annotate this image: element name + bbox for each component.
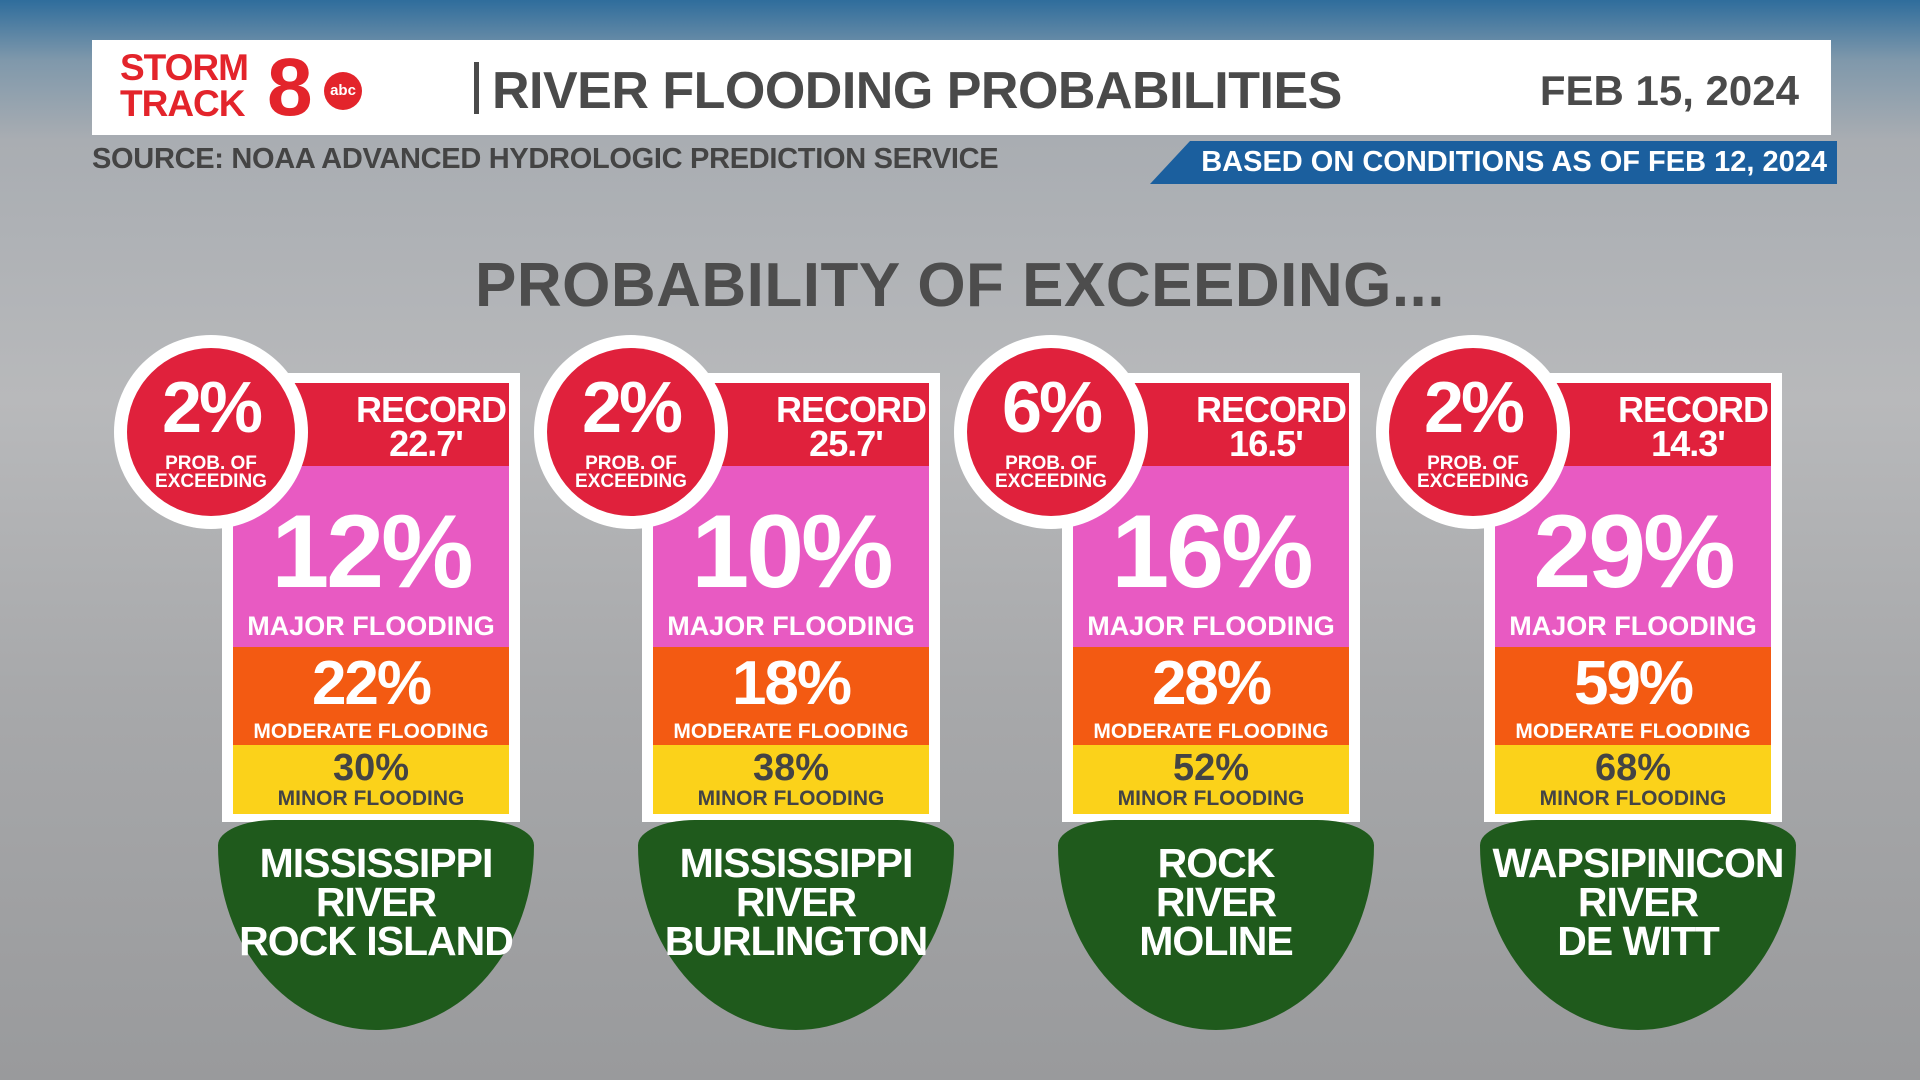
minor-label: MINOR FLOODING (1539, 787, 1727, 810)
badge-label: PROB. OF (1427, 453, 1519, 474)
record-label: RECORD (776, 389, 927, 430)
record-value: 22.7' (389, 423, 464, 464)
separator (474, 62, 479, 114)
minor-value: 52% (1172, 747, 1250, 789)
header-bar: STORM TRACK 8 abc RIVER FLOODING PROBABI… (92, 40, 1831, 135)
source: SOURCE: NOAA ADVANCED HYDROLOGIC PREDICT… (92, 143, 999, 175)
badge-value: 2% (1423, 368, 1525, 448)
location-line: RIVER (315, 879, 437, 925)
badge (127, 348, 295, 516)
minor-band (653, 745, 929, 814)
heading: PROBABILITY OF EXCEEDING... (474, 251, 1446, 320)
moderate-label: MODERATE FLOODING (253, 720, 489, 743)
moderate-value: 22% (311, 649, 432, 718)
record-value: 16.5' (1229, 423, 1304, 464)
record-label: RECORD (1618, 389, 1769, 430)
badge-value: 2% (581, 368, 683, 448)
date: FEB 15, 2024 (1539, 67, 1799, 114)
record-value: 25.7' (809, 423, 884, 464)
moderate-value: 59% (1573, 649, 1694, 718)
logo-track: TRACK (120, 83, 245, 124)
record-value: 14.3' (1651, 423, 1726, 464)
location-line: RIVER (735, 879, 857, 925)
badge-value: 2% (161, 368, 263, 448)
location-line: RIVER (1155, 879, 1277, 925)
minor-label: MINOR FLOODING (277, 787, 465, 810)
logo-network: abc (324, 72, 362, 110)
location-line: BURLINGTON (664, 918, 929, 964)
moderate-band (1073, 647, 1349, 745)
badge (967, 348, 1135, 516)
logo-storm: STORM (120, 47, 249, 88)
minor-value: 38% (752, 747, 830, 789)
badge-label: EXCEEDING (1417, 471, 1529, 492)
moderate-band (1495, 647, 1771, 745)
major-label: MAJOR FLOODING (1087, 611, 1335, 641)
major-label: MAJOR FLOODING (247, 611, 495, 641)
major-label: MAJOR FLOODING (1509, 611, 1757, 641)
minor-label: MINOR FLOODING (1117, 787, 1305, 810)
major-label: MAJOR FLOODING (667, 611, 915, 641)
badge-label: PROB. OF (1005, 453, 1097, 474)
badge-label: PROB. OF (165, 453, 257, 474)
location-line: ROCK (1157, 840, 1276, 886)
minor-band (1495, 745, 1771, 814)
major-value: 16% (1111, 494, 1313, 610)
record-label: RECORD (356, 389, 507, 430)
minor-value: 30% (332, 747, 410, 789)
location-line: MISSISSIPPI (259, 840, 494, 886)
record-label: RECORD (1196, 389, 1347, 430)
minor-label: MINOR FLOODING (697, 787, 885, 810)
moderate-label: MODERATE FLOODING (1093, 720, 1329, 743)
moderate-value: 28% (1151, 649, 1272, 718)
major-value: 10% (691, 494, 893, 610)
major-value: 12% (271, 494, 473, 610)
logo-number: 8 (267, 42, 313, 133)
minor-band (1073, 745, 1349, 814)
moderate-label: MODERATE FLOODING (1515, 720, 1751, 743)
major-value: 29% (1533, 494, 1735, 610)
minor-value: 68% (1594, 747, 1672, 789)
moderate-value: 18% (731, 649, 852, 718)
badge-label: PROB. OF (585, 453, 677, 474)
title: RIVER FLOODING PROBABILITIES (492, 62, 1342, 120)
moderate-band (233, 647, 509, 745)
moderate-band (653, 647, 929, 745)
minor-band (233, 745, 509, 814)
conditions-banner: BASED ON CONDITIONS AS OF FEB 12, 2024 (1150, 141, 1837, 184)
location-line: DE WITT (1557, 918, 1720, 964)
badge (1389, 348, 1557, 516)
badge (547, 348, 715, 516)
badge-label: EXCEEDING (575, 471, 687, 492)
location-line: MOLINE (1139, 918, 1293, 964)
location-line: MISSISSIPPI (679, 840, 914, 886)
location-line: RIVER (1577, 879, 1699, 925)
moderate-label: MODERATE FLOODING (673, 720, 909, 743)
location-line: WAPSIPINICON (1492, 840, 1785, 886)
badge-label: EXCEEDING (995, 471, 1107, 492)
location-line: ROCK ISLAND (239, 918, 514, 964)
badge-label: EXCEEDING (155, 471, 267, 492)
badge-value: 6% (1001, 368, 1103, 448)
